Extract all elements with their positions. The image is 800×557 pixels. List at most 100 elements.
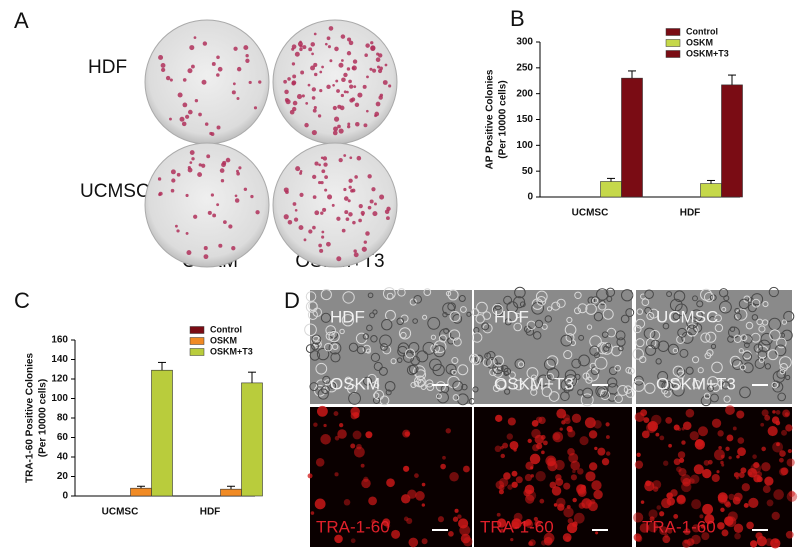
cell (577, 303, 588, 314)
colony (302, 45, 307, 50)
stained-cell (645, 480, 652, 487)
cell (753, 343, 763, 353)
cell (461, 383, 468, 391)
colony (236, 169, 239, 173)
stained-cell (764, 476, 774, 486)
cell (410, 381, 417, 389)
cell (601, 331, 609, 338)
cell (704, 352, 712, 360)
cell (484, 352, 492, 360)
stained-cell (776, 442, 780, 447)
colony (292, 74, 297, 79)
colony (337, 124, 341, 129)
cell (607, 392, 617, 402)
colony (298, 225, 304, 231)
cell (397, 288, 406, 297)
colony (174, 224, 178, 228)
cell (685, 366, 694, 375)
cell (451, 369, 457, 375)
cell (551, 301, 561, 311)
panel-label: A (14, 8, 29, 33)
cell (569, 377, 578, 386)
colony (202, 41, 208, 46)
stained-cell (403, 516, 409, 522)
cell (433, 345, 446, 358)
colony (303, 238, 307, 242)
stained-cell (567, 448, 575, 456)
cell (560, 334, 573, 347)
colony (347, 122, 351, 126)
colony (312, 108, 317, 113)
stained-cell (724, 516, 734, 526)
cell (373, 389, 385, 401)
stained-cell (761, 462, 771, 472)
stained-cell (585, 471, 596, 482)
cell (785, 374, 791, 381)
cell (721, 381, 730, 390)
cell (443, 327, 450, 334)
cell (535, 290, 548, 303)
cell (370, 352, 381, 363)
stained-cell (534, 520, 542, 527)
stained-cell (540, 434, 546, 440)
stained-cell (564, 417, 571, 425)
cell (751, 293, 764, 306)
stained-cell (559, 427, 563, 431)
colony (349, 84, 354, 89)
stained-cell (531, 428, 541, 439)
stained-cell (738, 471, 745, 479)
cell (367, 292, 374, 299)
stained-cell (691, 524, 701, 533)
stained-cell (788, 490, 796, 498)
y-axis-label: TRA-1-60 Positive Colonies (25, 353, 36, 483)
cell (471, 332, 483, 343)
stained-cell (772, 441, 783, 453)
stained-cell (597, 447, 606, 456)
cell (386, 292, 394, 300)
stained-cell (733, 523, 744, 533)
stained-cell (659, 511, 665, 517)
colony (336, 256, 342, 262)
stained-cell (700, 524, 706, 529)
stained-cell (685, 408, 695, 418)
cell (381, 319, 393, 331)
cell (662, 322, 670, 330)
colony (203, 246, 208, 251)
colony (322, 156, 328, 161)
stained-cell (734, 532, 741, 540)
cell (546, 367, 560, 381)
colony (348, 212, 353, 217)
colony (340, 34, 346, 39)
cell (410, 355, 421, 366)
stained-cell (721, 463, 725, 467)
colony (362, 84, 367, 89)
cell (546, 372, 554, 381)
cell (472, 386, 479, 393)
cell (692, 295, 698, 302)
cell (526, 367, 539, 379)
cell (348, 391, 361, 405)
cell (598, 302, 607, 311)
y-tick-label: 100 (516, 140, 533, 151)
stained-cell (573, 512, 585, 524)
cell (503, 370, 509, 377)
stained-cell (673, 424, 680, 431)
panel-label: D (284, 288, 300, 313)
colony (318, 243, 322, 248)
stained-cell (728, 456, 732, 460)
colony (341, 228, 346, 233)
stained-cell (571, 413, 582, 423)
stained-cell (578, 502, 586, 509)
colony (351, 97, 356, 102)
cell (677, 327, 688, 338)
stained-cell (315, 458, 325, 467)
colony (293, 217, 299, 222)
colony (300, 70, 305, 75)
cell (448, 329, 461, 341)
cell (627, 367, 635, 375)
stained-cell (360, 463, 365, 468)
stained-cell (448, 531, 454, 537)
cell (645, 344, 657, 356)
cell (710, 393, 719, 403)
